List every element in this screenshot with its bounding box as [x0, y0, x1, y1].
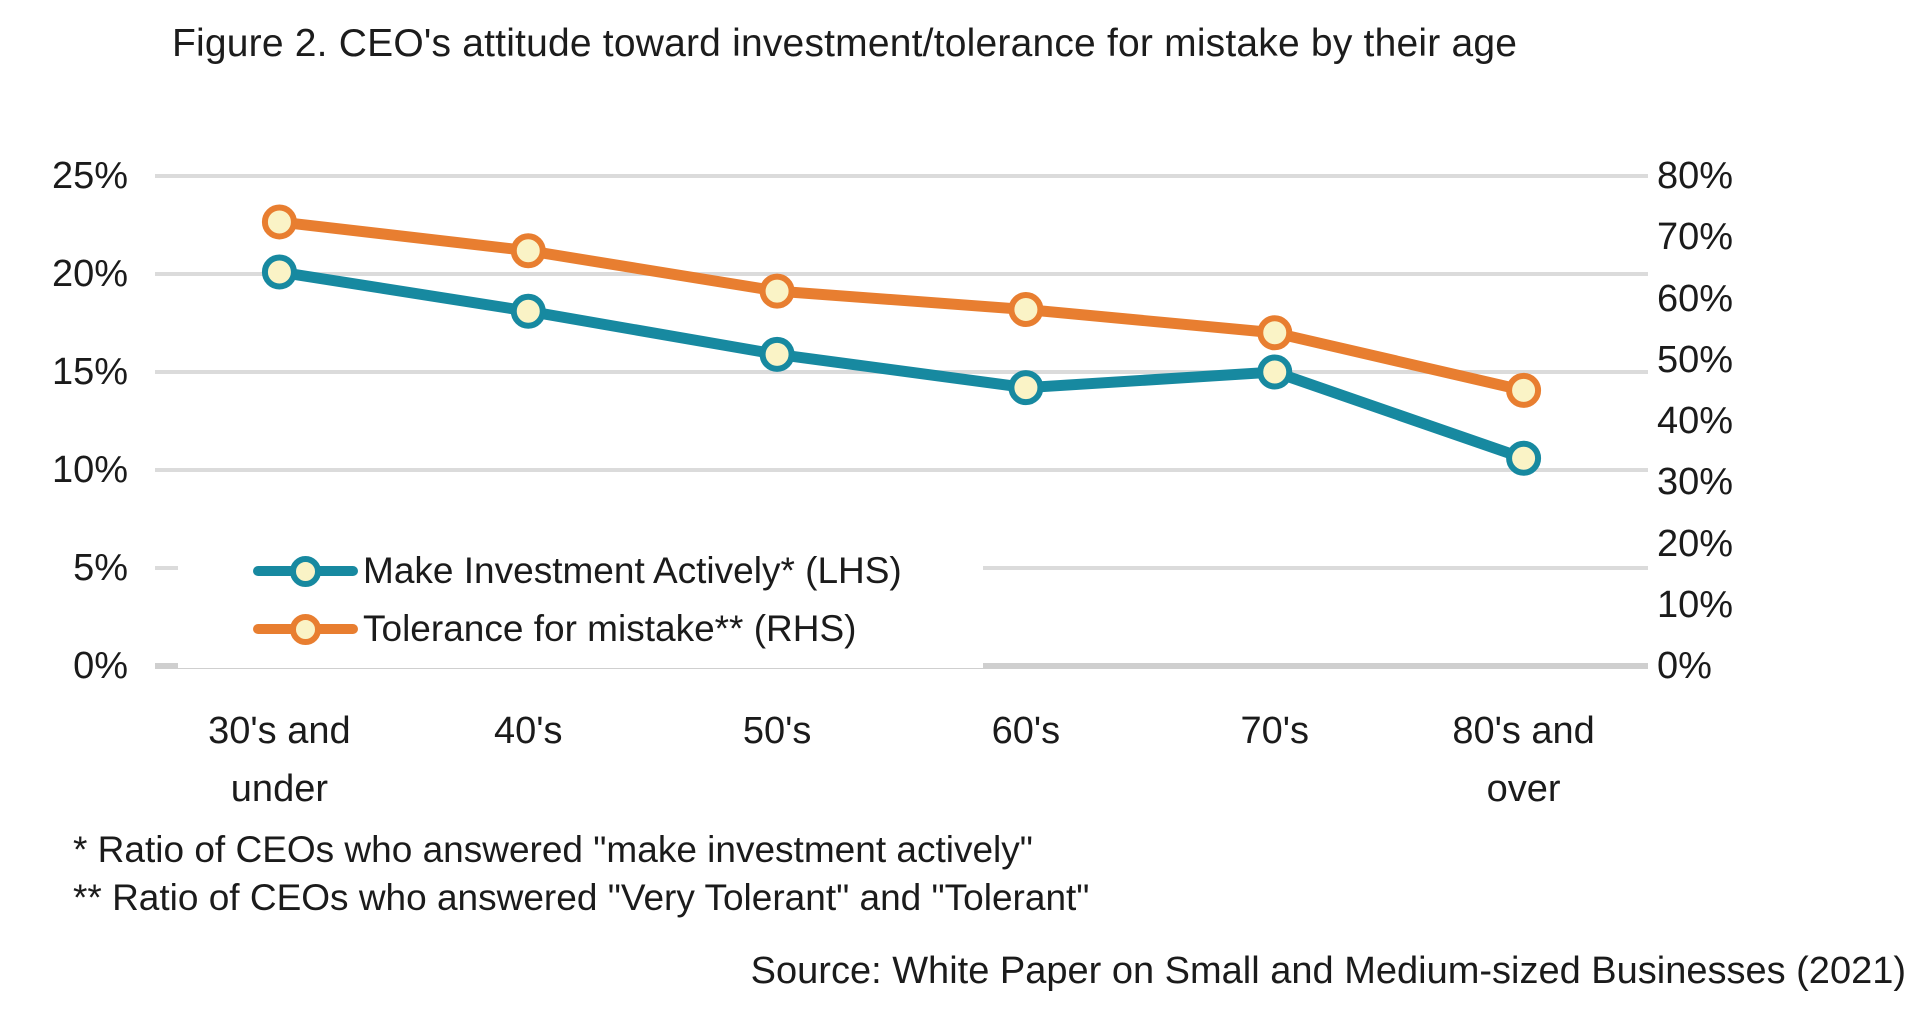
data-point-marker: [510, 293, 546, 329]
x-axis-category-label: 60's: [991, 710, 1061, 752]
data-point-marker: [1008, 370, 1044, 406]
left-axis-tick: 20%: [51, 253, 128, 295]
source-citation: Source: White Paper on Small and Medium-…: [750, 950, 1906, 992]
right-axis-tick: 50%: [1657, 338, 1734, 381]
orange-line-marker-icon: [253, 610, 358, 648]
data-point-marker: [1257, 315, 1293, 351]
right-axis-tick: 60%: [1657, 277, 1734, 320]
left-axis-tick: 25%: [51, 155, 128, 197]
data-point-marker: [1008, 292, 1044, 328]
data-point-marker: [759, 336, 795, 372]
right-axis-tick: 70%: [1657, 216, 1734, 259]
data-point-marker: [1257, 354, 1293, 390]
right-axis-tick: 80%: [1657, 155, 1734, 197]
data-point-marker: [1506, 440, 1542, 476]
x-axis-category-label: 40's: [493, 710, 563, 752]
right-axis-tick: 0%: [1657, 645, 1712, 687]
right-axis-tick: 10%: [1657, 583, 1734, 626]
footnotes: * Ratio of CEOs who answered "make inves…: [73, 826, 1089, 922]
x-axis-category-label: 80's and over: [1452, 710, 1595, 810]
x-axis-category-label: 30's and under: [208, 710, 351, 810]
right-axis-tick: 20%: [1657, 522, 1734, 565]
figure-title: Figure 2. CEO's attitude toward investme…: [172, 22, 1518, 65]
legend-item-rhs: Tolerance for mistake** (RHS): [253, 600, 953, 658]
data-point-marker: [261, 254, 297, 290]
right-axis-tick: 30%: [1657, 461, 1734, 504]
left-axis-tick: 15%: [51, 351, 128, 393]
series-line-rhs: [273, 216, 1530, 396]
right-axis-tick: 40%: [1657, 400, 1734, 442]
footnote-2: ** Ratio of CEOs who answered "Very Tole…: [73, 877, 1090, 918]
legend-label-lhs: Make Investment Actively* (LHS): [363, 550, 902, 591]
x-axis-category-label: 50's: [742, 710, 812, 752]
data-point-marker: [261, 204, 297, 240]
footnote-1: * Ratio of CEOs who answered "make inves…: [73, 829, 1033, 870]
x-axis-category-label: 70's: [1240, 710, 1310, 752]
left-axis-tick: 0%: [73, 645, 128, 687]
data-point-marker: [759, 273, 795, 309]
left-axis-tick: 5%: [73, 547, 128, 589]
series-line-lhs: [273, 266, 1530, 464]
legend-item-lhs: Make Investment Actively* (LHS): [253, 542, 953, 600]
legend-label-rhs: Tolerance for mistake** (RHS): [363, 608, 857, 649]
chart-legend: Make Investment Actively* (LHS) Toleranc…: [178, 534, 983, 668]
data-point-marker: [1506, 372, 1542, 408]
left-axis-tick: 10%: [51, 449, 128, 491]
data-point-marker: [510, 233, 546, 269]
teal-line-marker-icon: [253, 552, 358, 590]
